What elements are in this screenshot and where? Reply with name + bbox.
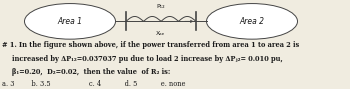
Text: increased by ΔP₁₂=0.037037 pu due to load 2 increase by ΔPⱼ₂= 0.010 pu,: increased by ΔP₁₂=0.037037 pu due to loa… <box>12 55 283 63</box>
Text: P₁₂: P₁₂ <box>157 4 165 9</box>
Text: Area 2: Area 2 <box>239 17 265 26</box>
Text: Area 1: Area 1 <box>57 17 83 26</box>
Text: a. 3        b. 3.5                  c. 4           d. 5           e. none: a. 3 b. 3.5 c. 4 d. 5 e. none <box>2 80 185 88</box>
Ellipse shape <box>25 4 116 39</box>
Text: # 1.: # 1. <box>2 41 16 49</box>
Text: β₁=0.20,  D₂=0.02,  then the value  of R₂ is:: β₁=0.20, D₂=0.02, then the value of R₂ i… <box>12 68 171 76</box>
Text: Xₐₑ: Xₐₑ <box>156 31 166 36</box>
Text: In the figure shown above, if the power transferred from area 1 to area 2 is: In the figure shown above, if the power … <box>19 41 300 49</box>
Ellipse shape <box>206 4 298 39</box>
